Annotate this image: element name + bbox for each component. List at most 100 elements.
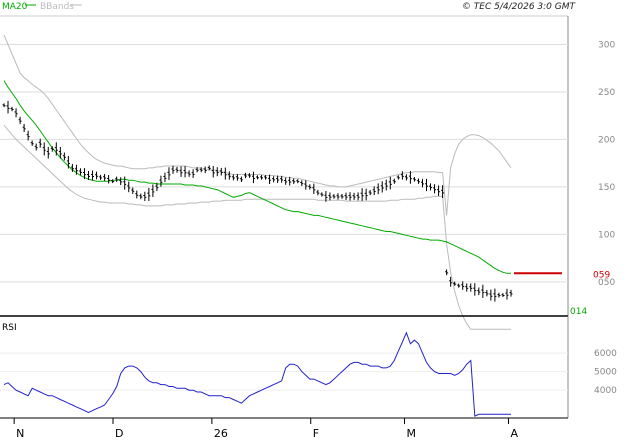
ohlc-bar	[256, 175, 259, 180]
ohlc-bar	[223, 167, 227, 180]
time-tick-label: F	[313, 427, 319, 440]
ohlc-bar	[441, 185, 445, 199]
ohlc-bar	[372, 186, 376, 196]
ohlc-bar	[2, 103, 6, 108]
ohlc-bar	[211, 165, 215, 178]
ohlc-bar	[332, 194, 336, 199]
ohlc-bar	[348, 192, 352, 201]
ohlc-bar	[433, 184, 437, 194]
ohlc-bar	[276, 175, 280, 184]
ohlc-bar	[288, 176, 292, 186]
ohlc-bar	[449, 276, 453, 287]
ohlc-bar	[187, 170, 191, 177]
rsi-tick-label: 6000	[594, 349, 617, 359]
rsi-tick-label: 4000	[594, 386, 617, 396]
bbands-layer	[3, 34, 512, 330]
legend-bbands: BBands	[40, 2, 74, 12]
ohlc-bar	[199, 167, 203, 173]
ohlc-bar	[316, 189, 320, 196]
price-tick-label: 200	[598, 135, 615, 145]
ohlc-bar	[268, 174, 272, 185]
ohlc-bar	[58, 146, 62, 159]
ohlc-bar	[143, 191, 147, 202]
ohlc-bar	[328, 192, 332, 201]
time-tick-label: D	[115, 427, 123, 440]
legend-ma20: MA20	[2, 2, 28, 12]
ohlc-bar	[473, 283, 477, 296]
ohlc-bar	[272, 176, 276, 183]
price-panel: 300 250 200 150 100 050 059 014	[0, 15, 615, 330]
ohlc-bar	[469, 283, 473, 292]
ohlc-bar	[14, 108, 18, 118]
ohlc-bar	[231, 174, 235, 181]
ohlc-bar	[416, 178, 420, 184]
copyright-label: © TEC 5/4/2026 3:0 GMT	[462, 2, 577, 12]
ohlc-bar	[445, 269, 449, 276]
bbands-upper-line	[3, 34, 512, 216]
ohlc-bar	[203, 166, 207, 174]
ohlc-bar	[167, 167, 171, 180]
ohlc-bar	[336, 193, 340, 200]
price-tick-label: 150	[598, 183, 615, 193]
ohlc-bar	[388, 176, 392, 190]
ohlc-bar	[243, 172, 247, 179]
ohlc-bar	[54, 142, 58, 156]
ohlc-bar	[247, 173, 251, 178]
last-value-layer: 059 014	[514, 270, 610, 317]
ohlc-bar	[400, 171, 404, 180]
ohlc-bar	[360, 188, 364, 201]
ohlc-bar	[119, 177, 123, 186]
ohlc-bar	[384, 179, 388, 191]
ohlc-bar	[91, 170, 95, 181]
ohlc-bar	[457, 283, 461, 288]
price-tick-label: 050	[598, 278, 615, 288]
ohlc-bar	[62, 152, 66, 161]
ohlc-bar	[139, 193, 143, 200]
ohlc-bar	[127, 181, 131, 193]
ohlc-bar	[107, 175, 111, 184]
ohlc-bar	[392, 178, 396, 184]
ohlc-bar	[300, 180, 304, 186]
ohlc-bar	[485, 290, 489, 297]
ohlc-bar	[280, 175, 284, 183]
price-tick-label: 100	[598, 230, 615, 240]
ohlc-bar	[95, 171, 99, 180]
ohlc-bar	[78, 168, 82, 176]
ohlc-bar	[235, 174, 239, 181]
ohlc-bar	[425, 178, 428, 192]
ohlc-bar	[308, 184, 312, 190]
price-tick-label: 300	[598, 40, 615, 50]
ohlc-bar	[191, 169, 195, 178]
ohlc-bar	[10, 106, 14, 112]
ohlc-bar	[26, 130, 30, 141]
ohlc-bar	[135, 190, 139, 199]
rsi-tick-label: 5000	[594, 368, 617, 378]
ohlc-bar	[183, 166, 187, 178]
ohlc-bar	[344, 192, 348, 201]
time-axis: N D 26 F M A	[13, 418, 518, 440]
ohlc-bar	[264, 175, 268, 180]
rsi-axis-ticks: 6000 5000 4000	[594, 349, 617, 396]
ohlc-bar	[437, 185, 441, 196]
ohlc-bar	[6, 100, 10, 114]
header-legend: MA20 BBands	[2, 2, 82, 12]
ohlc-bar	[175, 166, 179, 173]
ohlc-bar	[292, 178, 296, 184]
ohlc-bar	[364, 188, 368, 201]
ohlc-bar	[239, 176, 243, 183]
ohlc-bars	[2, 100, 513, 302]
ohlc-bar	[404, 174, 408, 181]
ohlc-bar	[171, 165, 175, 174]
rsi-line-layer	[3, 331, 511, 417]
ohlc-bar	[151, 184, 155, 197]
ohlc-bar	[356, 192, 360, 201]
ohlc-bar	[312, 183, 316, 194]
ohlc-bar	[38, 138, 42, 148]
ohlc-bar	[111, 179, 115, 184]
ohlc-bar	[155, 182, 159, 192]
ohlc-bar	[215, 167, 219, 177]
ohlc-bar	[163, 172, 167, 183]
ohlc-bar	[505, 288, 509, 300]
